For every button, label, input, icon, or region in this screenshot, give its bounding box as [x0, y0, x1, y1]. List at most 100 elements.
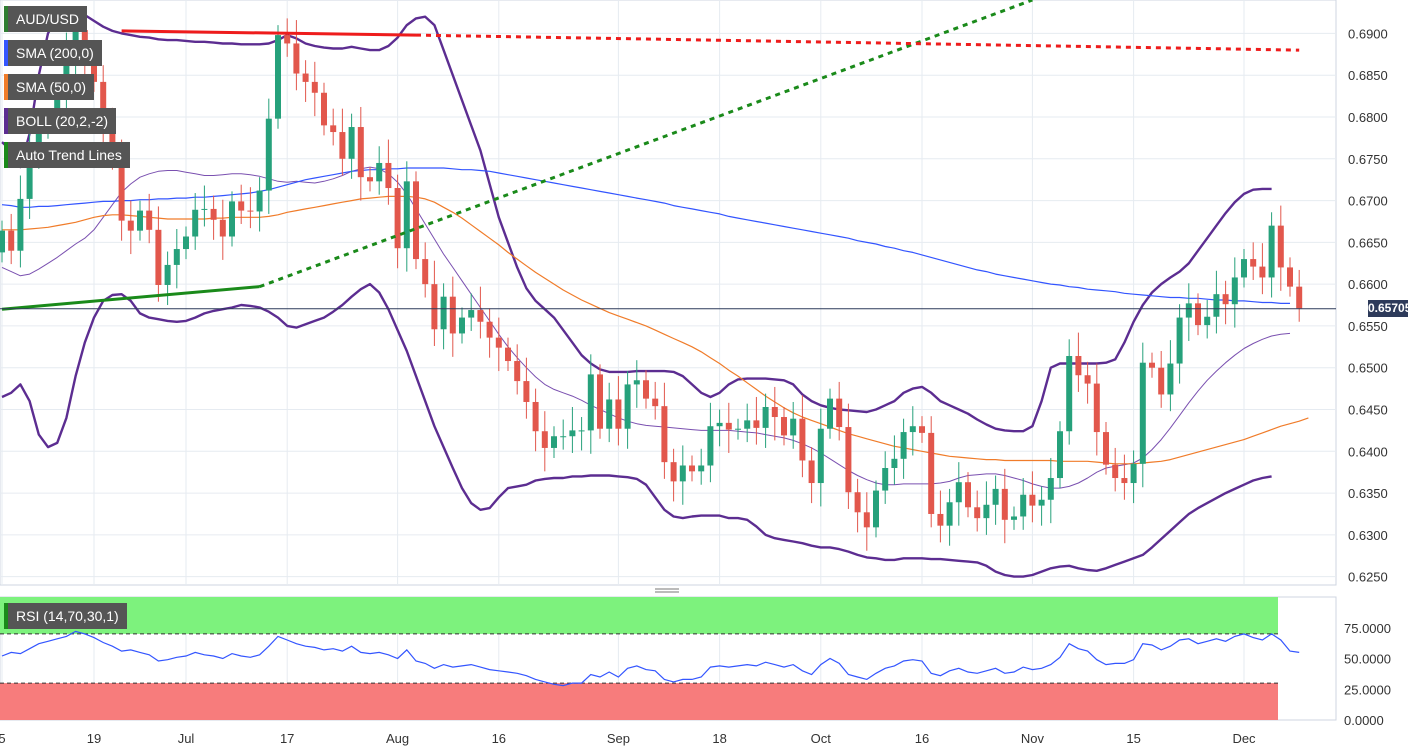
rsi-y-tick-label: 0.0000 — [1344, 713, 1384, 728]
candle-body — [514, 361, 521, 382]
candle-body — [679, 465, 686, 482]
candle-body — [781, 417, 787, 436]
candle — [882, 451, 889, 504]
candle — [330, 108, 337, 146]
legend-label: Auto Trend Lines — [16, 147, 122, 163]
candle-body — [495, 337, 502, 348]
candle — [1047, 457, 1054, 524]
candle — [321, 82, 327, 136]
x-tick-label: 5 — [0, 731, 6, 746]
candle-body — [210, 208, 217, 220]
candle — [762, 393, 769, 448]
candle-body — [873, 490, 879, 528]
candle-body — [523, 381, 530, 402]
candle — [992, 475, 999, 525]
candle — [1093, 363, 1100, 456]
candle — [468, 293, 475, 331]
candle — [854, 478, 861, 533]
y-tick-label: 0.6450 — [1348, 403, 1388, 418]
candle-body — [155, 229, 162, 285]
candle-body — [247, 210, 254, 212]
candle — [1121, 454, 1128, 500]
candle-body — [1195, 303, 1201, 326]
sma200-line — [1, 167, 1290, 304]
candle — [1084, 361, 1091, 404]
legend-swatch — [4, 6, 8, 32]
candle-body — [1176, 317, 1183, 364]
candle-body — [762, 406, 769, 428]
candle-body — [477, 310, 484, 322]
candle-body — [1149, 362, 1155, 368]
candle — [1222, 280, 1229, 325]
candle-body — [652, 398, 659, 407]
y-tick-label: 0.6300 — [1348, 528, 1388, 543]
candle-body — [385, 162, 392, 189]
rsi-line — [1, 630, 1300, 687]
rsi-panel — [0, 597, 1300, 720]
candle — [891, 435, 898, 485]
legend-label: AUD/USD — [16, 11, 80, 27]
candle-body — [955, 482, 962, 503]
candle — [229, 191, 235, 247]
candle-body — [643, 380, 649, 399]
candle — [771, 386, 778, 441]
candle — [247, 187, 254, 229]
candle-body — [624, 384, 631, 429]
candle — [1231, 257, 1238, 328]
candle-body — [219, 219, 226, 237]
candle-body — [1231, 277, 1238, 305]
candle — [1213, 270, 1220, 334]
candle-body — [35, 128, 42, 146]
x-tick-label: 19 — [87, 731, 101, 746]
candle — [597, 364, 603, 439]
candle — [357, 106, 364, 201]
candle-body — [661, 406, 668, 463]
candle — [1296, 269, 1303, 322]
trend-line-dotted — [415, 33, 1300, 52]
candle-body — [1001, 488, 1008, 520]
candle-body — [1121, 478, 1128, 484]
legend-item[interactable]: Auto Trend Lines — [4, 142, 130, 168]
x-tick-label: Nov — [1021, 731, 1045, 746]
candle — [477, 286, 484, 339]
candle — [873, 480, 879, 538]
candle-body — [1287, 267, 1293, 287]
candle — [633, 360, 640, 408]
candle-body — [201, 208, 208, 210]
x-tick-label: 18 — [712, 731, 726, 746]
candle — [1268, 212, 1275, 298]
candle-body — [882, 468, 889, 491]
legend-swatch — [4, 40, 8, 66]
candle-body — [311, 81, 318, 93]
candle-body — [597, 374, 603, 429]
candle-body — [459, 317, 465, 334]
candle — [1195, 293, 1201, 336]
candle — [716, 409, 723, 447]
candle — [725, 402, 732, 453]
candle — [781, 406, 787, 446]
candle — [459, 307, 465, 344]
legend-item[interactable]: AUD/USD — [4, 6, 88, 32]
candle-body — [974, 507, 981, 519]
candle-body — [330, 125, 337, 133]
candle-body — [1296, 286, 1303, 309]
candle-body — [587, 374, 594, 431]
candle-body — [771, 406, 778, 418]
candle-body — [339, 132, 346, 159]
rsi-legend[interactable]: RSI (14,70,30,1) — [4, 603, 127, 629]
legend-item[interactable]: BOLL (20,2,-2) — [4, 108, 117, 134]
candle — [505, 337, 511, 372]
candle — [523, 357, 530, 419]
candle — [974, 490, 981, 532]
candle — [238, 184, 245, 224]
legend-item[interactable]: SMA (50,0) — [4, 74, 95, 100]
candle — [532, 388, 539, 452]
candle — [17, 175, 24, 268]
candle-body — [606, 399, 613, 429]
candle — [449, 276, 456, 357]
y-tick-label: 0.6900 — [1348, 26, 1388, 41]
candle — [753, 396, 760, 445]
candle-body — [1093, 383, 1100, 433]
trend-lines — [1, 0, 1300, 311]
legend-item[interactable]: SMA (200,0) — [4, 40, 102, 66]
